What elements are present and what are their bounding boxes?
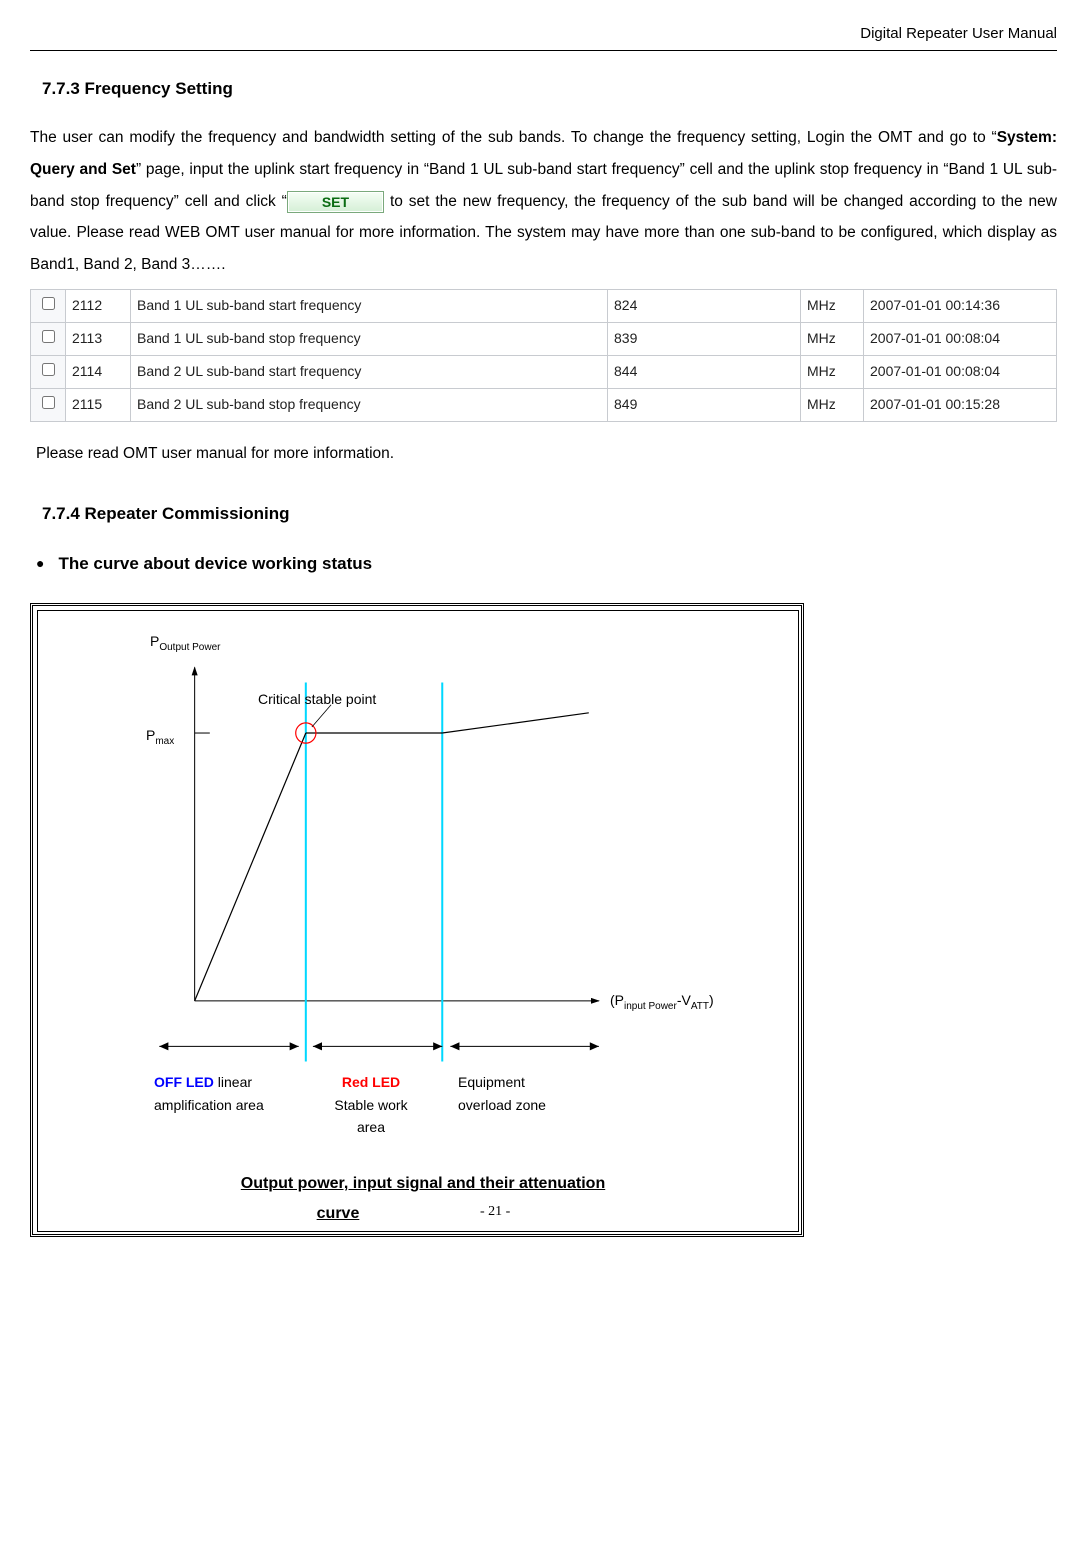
off-led-label: OFF LED linear amplification area xyxy=(154,1071,264,1116)
row-checkbox-cell xyxy=(31,290,66,323)
diagram-frame-inner: POutput Power Pmax Critical stable point… xyxy=(37,610,799,1232)
row-param-name: Band 1 UL sub-band stop frequency xyxy=(131,322,608,355)
red-led-strong: Red LED xyxy=(342,1074,400,1090)
row-checkbox-cell xyxy=(31,388,66,421)
x-axis-label: (Pinput Power-VATT) xyxy=(610,988,714,1016)
row-id: 2115 xyxy=(66,388,131,421)
row-id: 2113 xyxy=(66,322,131,355)
row-unit: MHz xyxy=(801,388,864,421)
row-timestamp: 2007-01-01 00:15:28 xyxy=(864,388,1057,421)
row-checkbox[interactable] xyxy=(42,363,55,376)
red-led-line3: area xyxy=(357,1119,385,1135)
row-value: 824 xyxy=(608,290,801,323)
row-id: 2112 xyxy=(66,290,131,323)
row-checkbox[interactable] xyxy=(42,396,55,409)
row-checkbox[interactable] xyxy=(42,297,55,310)
set-button[interactable]: SET xyxy=(287,191,384,213)
row-value: 849 xyxy=(608,388,801,421)
row-timestamp: 2007-01-01 00:08:04 xyxy=(864,355,1057,388)
pmax-label: Pmax xyxy=(146,723,174,751)
row-timestamp: 2007-01-01 00:14:36 xyxy=(864,290,1057,323)
y-axis-label-main: P xyxy=(150,633,159,649)
overload-line2: overload zone xyxy=(458,1097,546,1113)
x-axis-sub1: input Power xyxy=(624,1001,677,1012)
diagram-title-line1: Output power, input signal and their att… xyxy=(208,1169,638,1199)
page-header-right: Digital Repeater User Manual xyxy=(30,20,1057,51)
red-led-line2: Stable work xyxy=(334,1097,407,1113)
page-footer: - 21 - xyxy=(480,1199,510,1225)
table-row: 2113Band 1 UL sub-band stop frequency839… xyxy=(31,322,1057,355)
x-axis-close: ) xyxy=(709,992,714,1008)
x-axis-sub2: ATT xyxy=(691,1001,709,1012)
off-led-strong: OFF LED xyxy=(154,1074,214,1090)
frequency-table: 2112Band 1 UL sub-band start frequency82… xyxy=(30,289,1057,422)
row-unit: MHz xyxy=(801,290,864,323)
critical-point-label: Critical stable point xyxy=(258,687,376,713)
table-row: 2114Band 2 UL sub-band start frequency84… xyxy=(31,355,1057,388)
overload-label: Equipment overload zone xyxy=(458,1071,546,1116)
section-773-heading: 7.7.3 Frequency Setting xyxy=(42,73,1057,104)
section-773-paragraph: The user can modify the frequency and ba… xyxy=(30,122,1057,281)
row-value: 839 xyxy=(608,322,801,355)
row-checkbox-cell xyxy=(31,322,66,355)
row-unit: MHz xyxy=(801,322,864,355)
x-axis-open: (P xyxy=(610,992,624,1008)
row-timestamp: 2007-01-01 00:08:04 xyxy=(864,322,1057,355)
omt-note: Please read OMT user manual for more inf… xyxy=(36,440,1057,469)
x-axis-mid: -V xyxy=(677,992,691,1008)
bullet-heading: The curve about device working status xyxy=(36,548,1057,579)
row-checkbox[interactable] xyxy=(42,330,55,343)
table-row: 2112Band 1 UL sub-band start frequency82… xyxy=(31,290,1057,323)
y-axis-label: POutput Power xyxy=(150,629,221,657)
off-led-line2: amplification area xyxy=(154,1097,264,1113)
row-id: 2114 xyxy=(66,355,131,388)
row-checkbox-cell xyxy=(31,355,66,388)
section-774-heading: 7.7.4 Repeater Commissioning xyxy=(42,498,1057,529)
pmax-main: P xyxy=(146,727,155,743)
row-value: 844 xyxy=(608,355,801,388)
pmax-sub: max xyxy=(155,736,174,747)
para-text-1: The user can modify the frequency and ba… xyxy=(30,129,997,146)
table-row: 2115Band 2 UL sub-band stop frequency849… xyxy=(31,388,1057,421)
diagram-title-line2: curve xyxy=(208,1199,468,1229)
row-unit: MHz xyxy=(801,355,864,388)
overload-line1: Equipment xyxy=(458,1074,525,1090)
row-param-name: Band 2 UL sub-band stop frequency xyxy=(131,388,608,421)
row-param-name: Band 1 UL sub-band start frequency xyxy=(131,290,608,323)
diagram-frame-outer: POutput Power Pmax Critical stable point… xyxy=(30,603,804,1237)
off-led-rest: linear xyxy=(214,1074,252,1090)
y-axis-label-sub: Output Power xyxy=(159,642,220,653)
red-led-label: Red LED Stable work area xyxy=(306,1071,436,1138)
row-param-name: Band 2 UL sub-band start frequency xyxy=(131,355,608,388)
